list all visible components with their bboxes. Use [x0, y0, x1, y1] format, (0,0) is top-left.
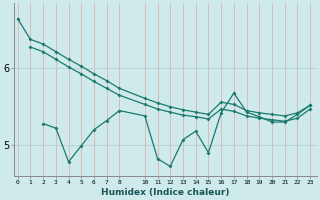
X-axis label: Humidex (Indice chaleur): Humidex (Indice chaleur): [101, 188, 229, 197]
